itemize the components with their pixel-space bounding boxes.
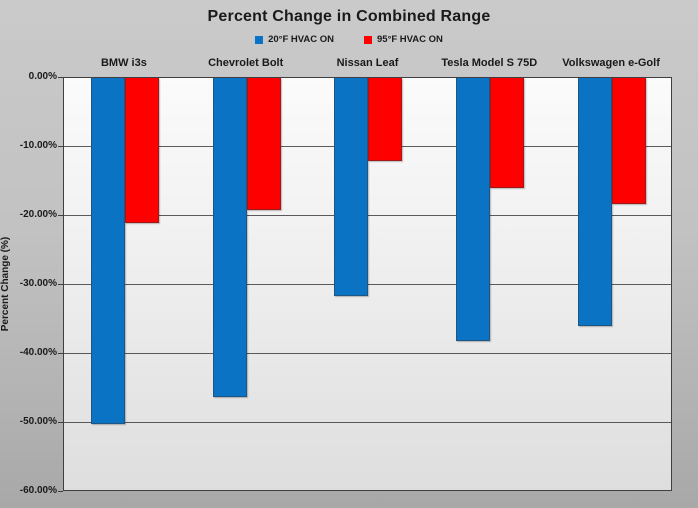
legend-item-95f-hvac: 95°F HVAC ON bbox=[364, 34, 443, 45]
y-tick-label-30-00: -30.00% bbox=[19, 278, 57, 289]
y-axis-tick bbox=[58, 422, 63, 423]
gridline-5000 bbox=[64, 422, 671, 423]
gridline-4000 bbox=[64, 353, 671, 354]
y-axis-tick bbox=[58, 284, 63, 285]
bar-20-f-hvac-on-bmw-i3s bbox=[90, 78, 125, 425]
plot-area bbox=[63, 77, 672, 491]
bar-20-f-hvac-on-nissan-leaf bbox=[334, 78, 369, 296]
chart-title: Percent Change in Combined Range bbox=[207, 8, 491, 25]
y-tick-label-60-00: -60.00% bbox=[19, 485, 57, 496]
legend-label-95f-hvac: 95°F HVAC ON bbox=[377, 34, 443, 45]
bar-group-volkswagen-e-golf bbox=[551, 78, 673, 490]
bar-group-chevrolet-bolt bbox=[186, 78, 308, 490]
legend-item-20f-hvac: 20°F HVAC ON bbox=[255, 34, 334, 45]
bar-group-nissan-leaf bbox=[308, 78, 430, 490]
bar-95-f-hvac-on-volkswagen-e-golf bbox=[612, 78, 647, 205]
category-label-nissan-leaf: Nissan Leaf bbox=[336, 57, 399, 69]
y-axis-tick bbox=[58, 215, 63, 216]
y-tick-label-40-00: -40.00% bbox=[19, 347, 57, 358]
y-tick-label-10-00: -10.00% bbox=[19, 140, 57, 151]
y-axis-tick bbox=[58, 77, 63, 78]
category-label-chevrolet-bolt: Chevrolet Bolt bbox=[208, 57, 284, 69]
bar-group-bmw-i3s bbox=[64, 78, 186, 490]
bar-95-f-hvac-on-tesla-model-s-75d bbox=[490, 78, 525, 188]
y-axis-tick bbox=[58, 353, 63, 354]
bar-group-tesla-model-s-75d bbox=[429, 78, 551, 490]
y-axis-tick bbox=[58, 491, 63, 492]
y-axis-tick bbox=[58, 146, 63, 147]
legend-swatch-red bbox=[364, 35, 372, 44]
legend-label-20f-hvac: 20°F HVAC ON bbox=[268, 34, 334, 45]
bar-20-f-hvac-on-volkswagen-e-golf bbox=[578, 78, 613, 326]
legend: 20°F HVAC ON 95°F HVAC ON bbox=[0, 34, 698, 45]
category-label-tesla-model-s-75d: Tesla Model S 75D bbox=[441, 57, 538, 69]
bar-95-f-hvac-on-nissan-leaf bbox=[368, 78, 403, 162]
y-tick-label-20-00: -20.00% bbox=[19, 209, 57, 220]
category-label-volkswagen-e-golf: Volkswagen e-Golf bbox=[562, 57, 660, 69]
bar-95-f-hvac-on-bmw-i3s bbox=[124, 78, 159, 223]
y-tick-label-0-00: 0.00% bbox=[28, 71, 57, 82]
bar-20-f-hvac-on-tesla-model-s-75d bbox=[456, 78, 491, 341]
bar-20-f-hvac-on-chevrolet-bolt bbox=[212, 78, 247, 398]
y-tick-label-50-00: -50.00% bbox=[19, 416, 57, 427]
legend-swatch-blue bbox=[255, 35, 264, 44]
bar-95-f-hvac-on-chevrolet-bolt bbox=[246, 78, 281, 210]
category-label-bmw-i3s: BMW i3s bbox=[100, 57, 147, 69]
